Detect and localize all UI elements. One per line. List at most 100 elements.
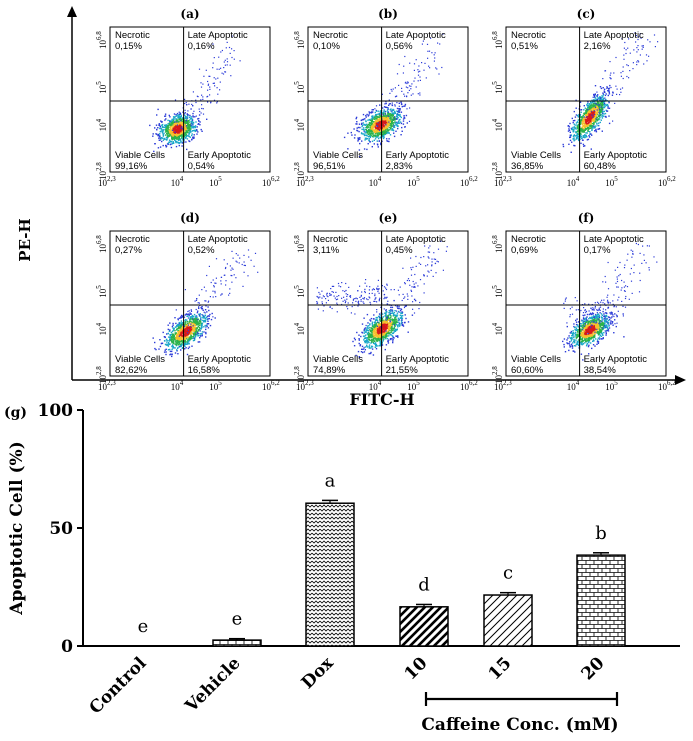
scatter-point (590, 122, 592, 124)
scatter-point (207, 315, 209, 317)
scatter-point (194, 130, 196, 133)
scatter-point (373, 134, 375, 136)
scatter-point (584, 127, 586, 129)
scatter-point-sparse (384, 113, 386, 115)
scatter-point (403, 105, 405, 107)
scatter-point-sparse (235, 277, 237, 279)
scatter-point (387, 114, 389, 117)
scatter-point (171, 355, 173, 358)
scatter-point-sparse (200, 318, 202, 320)
scatter-point (159, 131, 161, 133)
scatter-point (585, 110, 587, 112)
scatter-point-sparse (223, 61, 225, 63)
tick-base: 10 (98, 244, 108, 254)
scatter-point (391, 125, 393, 128)
scatter-point (359, 345, 361, 347)
scatter-point (171, 325, 174, 328)
scatter-point (190, 337, 192, 339)
scatter-point (179, 127, 181, 129)
scatter-point-sparse (643, 63, 645, 65)
scatter-point (171, 121, 173, 124)
scatter-point (587, 105, 590, 107)
scatter-point-sparse (602, 93, 604, 95)
scatter-point (370, 122, 372, 124)
scatter-point-sparse (225, 284, 227, 286)
scatter-point (169, 124, 171, 126)
scatter-point-sparse (426, 43, 429, 45)
scatter-point (175, 124, 178, 126)
scatter-point (390, 113, 392, 116)
scatter-point (391, 109, 394, 111)
scatter-point-sparse (632, 62, 634, 64)
scatter-point (586, 112, 588, 115)
scatter-point (578, 131, 580, 133)
scatter-point (603, 115, 605, 117)
scatter-point (377, 146, 379, 148)
scatter-point (184, 125, 187, 128)
scatter-point (597, 109, 600, 111)
scatter-point (383, 332, 385, 334)
scatter-point (158, 136, 161, 138)
scatter-point (571, 141, 573, 143)
scatter-point (381, 324, 383, 326)
scatter-point-sparse (620, 88, 622, 90)
scatter-point-sparse (437, 42, 439, 44)
tick-base: 10 (296, 178, 306, 188)
scatter-point (152, 135, 154, 137)
scatter-point (377, 132, 380, 134)
scatter-point (597, 106, 599, 108)
scatter-point (597, 114, 599, 116)
scatter-point (608, 115, 610, 117)
scatter-point (179, 328, 182, 330)
scatter-point (374, 124, 376, 126)
scatter-point (396, 113, 398, 116)
scatter-point (199, 327, 202, 330)
scatter-point-sparse (406, 96, 408, 98)
tick-exp: 2,8 (491, 162, 499, 171)
scatter-point (581, 124, 584, 126)
scatter-point (380, 128, 382, 130)
scatter-point (364, 132, 366, 134)
scatter-point-sparse (223, 67, 225, 69)
scatter-point (386, 114, 388, 117)
scatter-point (378, 121, 380, 123)
quadrant-name-late: Late Apoptotic (188, 30, 248, 41)
scatter-point (165, 129, 167, 131)
scatter-point (401, 312, 403, 314)
scatter-point (603, 106, 606, 109)
scatter-point (191, 318, 194, 320)
scatter-point (357, 140, 359, 142)
scatter-point-sparse (636, 47, 638, 49)
scatter-point-sparse (208, 265, 210, 267)
scatter-point-sparse (626, 64, 628, 66)
scatter-point (206, 323, 209, 325)
scatter-point (393, 314, 396, 316)
scatter-point (388, 322, 391, 325)
scatter-point (188, 128, 190, 131)
scatter-point (594, 97, 597, 99)
scatter-point (581, 137, 583, 140)
scatter-point (177, 353, 179, 355)
scatter-point (181, 329, 183, 332)
scatter-point (573, 123, 575, 125)
scatter-point (200, 316, 202, 319)
scatter-point (181, 325, 183, 327)
scatter-point-sparse (610, 72, 612, 74)
scatter-point (176, 337, 178, 340)
scatter-point (374, 121, 376, 123)
scatter-point (196, 298, 198, 300)
scatter-point (589, 104, 591, 106)
scatter-point (385, 102, 387, 105)
scatter-point (581, 123, 583, 125)
scatter-point (387, 118, 389, 120)
scatter-point-sparse (175, 309, 177, 311)
scatter-point (392, 321, 394, 323)
scatter-point-sparse (442, 33, 444, 35)
scatter-point (347, 148, 349, 150)
scatter-point (369, 324, 371, 326)
scatter-point-sparse (615, 56, 617, 59)
scatter-point (392, 119, 394, 121)
scatter-point (154, 341, 156, 344)
scatter-point (390, 310, 392, 312)
scatter-point (374, 133, 377, 135)
